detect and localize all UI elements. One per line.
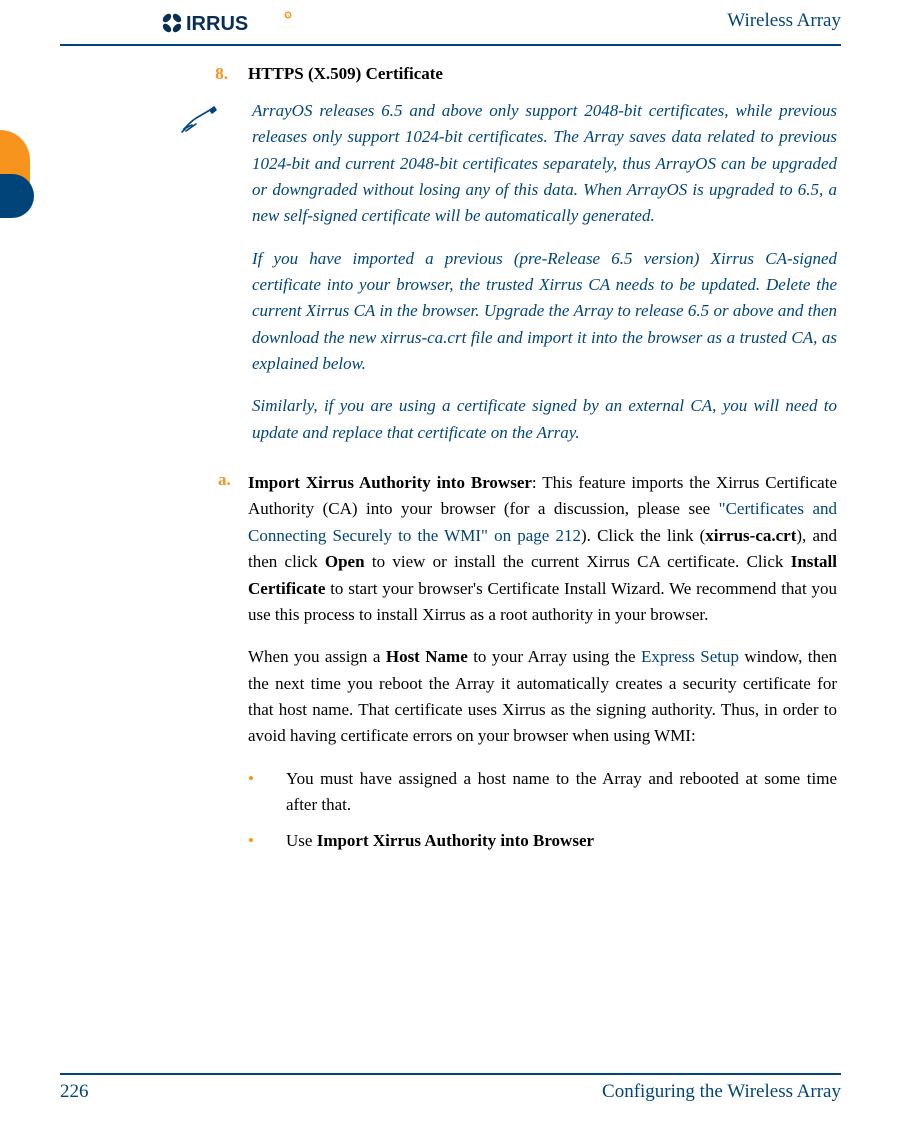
header-product-name: Wireless Array	[727, 10, 841, 32]
bullet-icon: •	[248, 828, 286, 854]
hand-writing-icon	[180, 104, 220, 136]
page-header: IRRUS R Wireless Array	[60, 0, 841, 46]
section-title: HTTPS (X.509) Certificate	[248, 64, 443, 84]
note-paragraph: ArrayOS releases 6.5 and above only supp…	[252, 98, 837, 230]
page-footer: 226 Configuring the Wireless Array	[60, 1073, 841, 1103]
lead-term: Import Xirrus Authority into Browser	[248, 473, 532, 492]
list-item: • Use Import Xirrus Authority into Brows…	[248, 828, 837, 854]
list-item: • You must have assigned a host name to …	[248, 766, 837, 819]
side-tab-marker	[0, 130, 32, 216]
note-paragraph: Similarly, if you are using a certificat…	[252, 393, 837, 446]
section-number: 8.	[188, 64, 228, 84]
section-heading: 8. HTTPS (X.509) Certificate	[188, 64, 837, 84]
footer-chapter-title: Configuring the Wireless Array	[602, 1081, 841, 1103]
cross-reference-link[interactable]: Express Setup	[641, 647, 739, 666]
note-block: ArrayOS releases 6.5 and above only supp…	[180, 98, 837, 462]
content-area: 8. HTTPS (X.509) Certificate ArrayOS rel…	[64, 64, 837, 855]
bullet-icon: •	[248, 766, 286, 819]
page: IRRUS R Wireless Array 8. HTTPS (X.509) …	[0, 0, 901, 1137]
subsection: a. Import Xirrus Authority into Browser:…	[218, 470, 837, 765]
subsection-label: a.	[218, 470, 248, 765]
xirrus-logo: IRRUS R	[160, 10, 300, 38]
subsection-paragraph: When you assign a Host Name to your Arra…	[248, 644, 837, 749]
page-number: 226	[60, 1081, 89, 1103]
subsection-paragraph: Import Xirrus Authority into Browser: Th…	[248, 470, 837, 628]
bullet-list: • You must have assigned a host name to …	[248, 766, 837, 855]
svg-text:IRRUS: IRRUS	[186, 13, 248, 35]
note-paragraph: If you have imported a previous (pre-Rel…	[252, 246, 837, 378]
